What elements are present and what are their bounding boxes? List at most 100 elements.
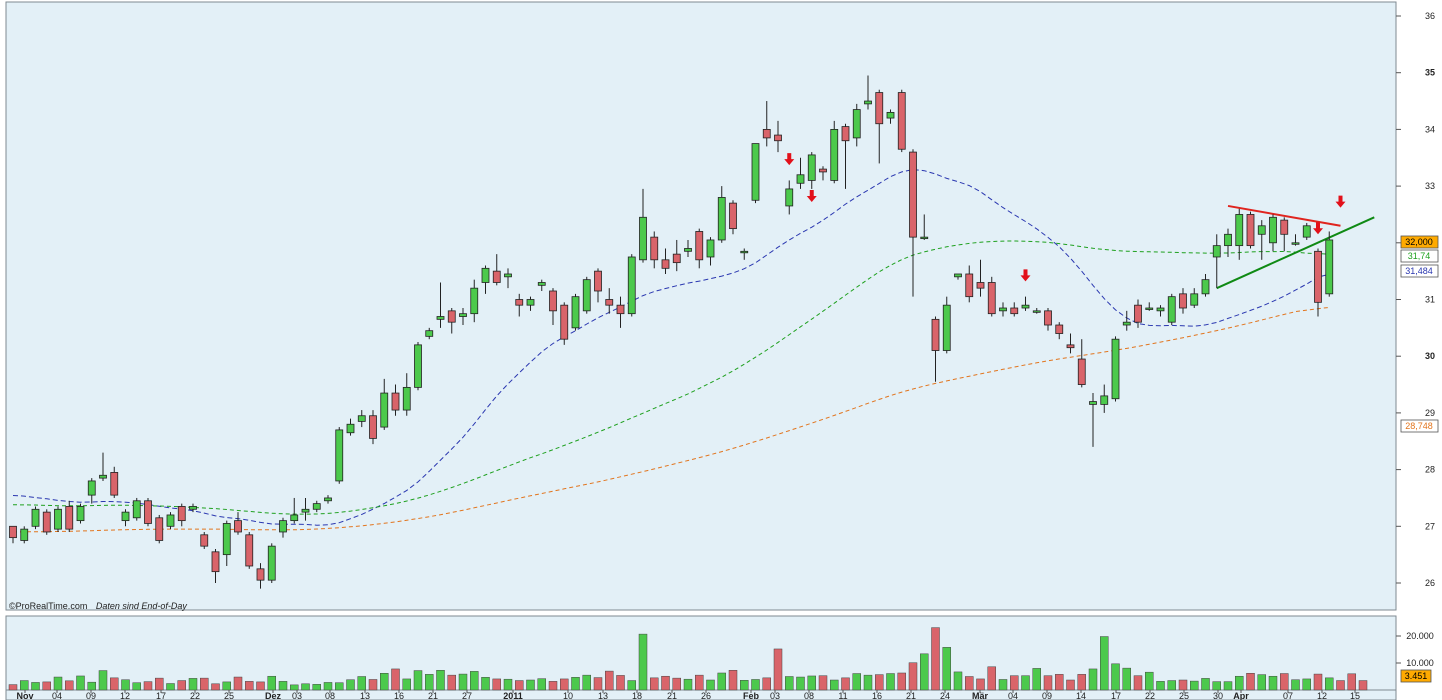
candle [42,509,51,535]
date-tick-label: 21 [667,691,677,700]
price-badge: 32,000 [1400,235,1439,249]
candle [1190,288,1199,309]
candle-body [87,480,96,496]
candle [245,531,254,569]
signal-arrows [784,153,1346,282]
date-tick-label: 17 [156,691,166,700]
candle-body [1134,304,1142,323]
volume-bar [121,679,130,691]
candle [402,373,411,416]
candle [470,279,479,323]
candle [920,214,929,240]
candle [1246,211,1255,249]
candle [897,89,906,153]
volume-bar [695,674,704,691]
date-tick-label: Nov [16,691,33,700]
candle [605,288,614,314]
candle [87,478,96,504]
candle-body [897,92,906,150]
candle [965,265,974,303]
date-tick-label: 18 [632,691,642,700]
volume-bar [1043,675,1053,691]
date-tick-label: 25 [1179,691,1189,700]
volume-bar [346,679,355,691]
candle [1167,293,1176,326]
price-badge-value: 28,748 [1405,421,1433,431]
date-tick-label: Mär [972,691,989,700]
candle-body [177,506,186,522]
volume-bar [368,679,378,691]
volume-tick-label: 10.000 [1406,658,1434,668]
volume-bar [526,679,535,691]
price-badge-box [1400,249,1439,263]
volume-bar [638,633,648,691]
volume-bar [863,674,873,691]
candle [1089,393,1097,447]
date-tick-label: Dez [265,691,282,700]
volume-bar [1111,663,1120,691]
volume-bar [998,679,1008,691]
date-tick-label: 12 [120,691,130,700]
candle [717,186,726,243]
candle-body [290,514,299,522]
candle-body [650,236,659,261]
candle [189,503,197,513]
date-tick-label: 30 [1213,691,1223,700]
date-tick-label: 24 [940,691,950,700]
price-tick-label: 36 [1425,11,1435,21]
candle [234,512,242,535]
volume-bar [908,662,918,691]
price-badge-box [1400,419,1439,433]
candle [976,259,985,297]
candle [729,200,737,235]
candle-body [1179,293,1187,309]
candle [661,248,670,274]
candle-body [549,290,557,312]
date-tick-label: Apr [1233,691,1249,700]
candle-body [661,259,670,269]
candle [1201,273,1210,297]
volume-axis: 10.000 20.000 [1396,631,1434,668]
candle [695,228,704,269]
date-tick-label: 12 [1317,691,1327,700]
volume-bar [1032,668,1041,691]
moving-average-mid-line [12,240,1330,515]
candle-body [639,216,647,261]
volume-bar [616,675,625,691]
volume-bar [1100,636,1109,691]
candle [785,180,794,215]
volume-bar [481,677,490,691]
candle-body [200,534,209,547]
candle [9,525,17,544]
price-badge: 31,74 [1400,249,1439,263]
volume-bar [605,670,614,691]
date-tick-label: 04 [52,691,62,700]
candle [222,520,231,566]
candle-body [729,202,737,230]
candle [875,89,884,164]
candle-body [222,523,231,556]
candle-body [594,270,602,292]
candle-body [1246,214,1255,247]
volume-bar [672,677,681,691]
candle-body [436,316,445,320]
candle-body [774,134,782,142]
candle-body [245,534,254,567]
candle [504,268,512,289]
candle [76,503,85,524]
volume-bar [53,676,63,691]
candle [582,276,591,314]
volume-bar [728,670,738,691]
date-tick-label: 08 [325,691,335,700]
volume-bar [773,648,783,691]
moving-average-long-line [12,306,1330,533]
candle-body [942,304,951,351]
candle-body [931,318,940,351]
candle-body [807,154,816,181]
candle-body [402,386,411,411]
candle [54,506,62,532]
candle [796,157,805,189]
volume-bar [278,681,288,691]
volume-bar [245,681,254,691]
candle-body [886,111,895,119]
